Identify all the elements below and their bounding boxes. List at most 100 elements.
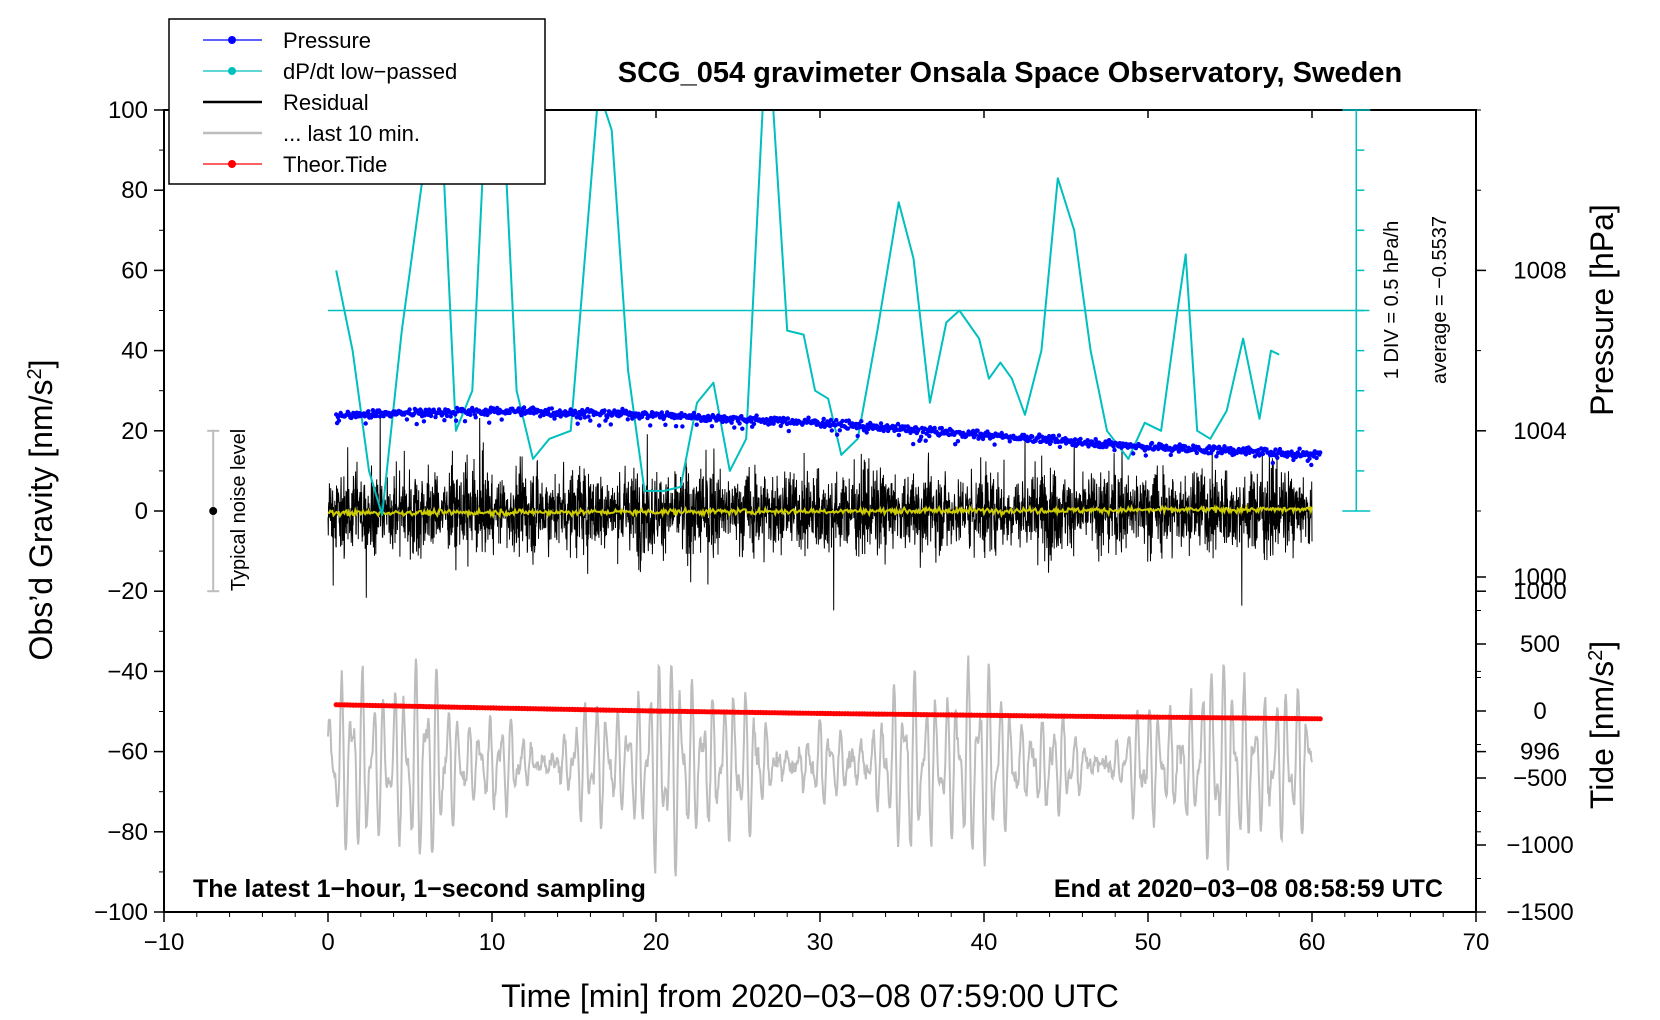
annotation-end-time: End at 2020−03−08 08:58:59 UTC: [1054, 875, 1443, 903]
pressure-point: [837, 428, 842, 433]
tide-point: [1317, 716, 1323, 722]
x-tick-label: 20: [643, 929, 670, 956]
pressure-point: [427, 407, 432, 412]
pressure-point: [1182, 444, 1188, 449]
pressure-point: [778, 423, 783, 429]
tide-tick-label: −1000: [1506, 832, 1573, 859]
pressure-point: [1275, 455, 1280, 460]
dpdt-line: [335, 110, 1280, 516]
pressure-point: [336, 418, 342, 423]
pressure-point: [1168, 452, 1174, 458]
pressure-point: [1309, 462, 1314, 468]
pressure-point: [1131, 451, 1136, 456]
pressure-point: [442, 418, 447, 423]
pressure-point: [821, 416, 826, 422]
pressure-tick-label: 1000: [1513, 578, 1566, 605]
pressure-point: [507, 410, 512, 416]
x-tick-label: 40: [971, 929, 998, 956]
x-tick-label: 60: [1299, 929, 1326, 956]
pressure-tick-label: 1004: [1513, 418, 1566, 445]
axes: −10 0 10 20 30 40 50 60 70−100−80−60−40−20020406…: [94, 97, 1574, 956]
pressure-point: [955, 439, 961, 444]
pressure-point: [1007, 439, 1012, 444]
pressure-point: [1307, 456, 1312, 461]
pressure-point: [1149, 440, 1155, 446]
pressure-point: [521, 405, 527, 410]
pressure-point: [363, 421, 368, 426]
x-axis-title: Time [min] from 2020−03−08 07:59:00 UTC: [501, 978, 1119, 1014]
pressure-point: [739, 414, 744, 419]
pressure-point: [1078, 436, 1083, 442]
y-left-tick-label: −100: [94, 899, 148, 926]
pressure-point: [751, 421, 757, 427]
pressure-point: [1214, 454, 1219, 459]
pressure-point: [462, 419, 468, 424]
tide-tick-label: −500: [1513, 765, 1567, 792]
pressure-point: [453, 418, 459, 423]
pressure-point: [468, 412, 473, 417]
pressure-point: [845, 426, 851, 431]
y-axis-title-tide: Tide [nm/s2]: [1584, 641, 1620, 809]
y-left-tick-label: 40: [121, 338, 148, 365]
pressure-point: [421, 419, 427, 424]
pressure-point: [828, 417, 834, 423]
pressure-point: [1072, 437, 1078, 442]
pressure-point: [829, 428, 834, 433]
pressure-point: [1297, 446, 1302, 451]
y-axis-title-pressure: Pressure [hPa]: [1584, 204, 1620, 416]
pressure-point: [939, 425, 944, 431]
y-axis-title-left: Obs’d Gravity [nm/s2]: [23, 360, 59, 661]
pressure-point: [473, 415, 478, 420]
pressure-tick-label: 996: [1520, 739, 1560, 766]
pressure-point: [374, 413, 379, 419]
legend-swatch-dot: [228, 160, 236, 168]
y-left-tick-label: −60: [107, 739, 148, 766]
pressure-point: [1273, 447, 1278, 452]
pressure-point: [1085, 438, 1090, 443]
plot-data-layer: [327, 110, 1370, 877]
y-left-tick-label: 20: [121, 418, 148, 445]
pressure-point: [453, 412, 458, 417]
pressure-point: [663, 422, 668, 427]
pressure-point: [448, 414, 453, 419]
pressure-point: [1289, 449, 1294, 454]
pressure-point: [786, 428, 791, 434]
pressure-point: [973, 432, 978, 437]
pressure-point: [586, 414, 591, 419]
x-tick-label: 70: [1463, 929, 1490, 956]
x-tick-label: 30: [807, 929, 834, 956]
tide-tick-label: 500: [1520, 631, 1560, 658]
noise-level-label: Typical noise level: [228, 429, 250, 591]
pressure-point: [840, 418, 845, 424]
pressure-point: [414, 421, 419, 427]
pressure-point: [648, 423, 653, 428]
pressure-point: [911, 441, 916, 447]
pressure-point: [1048, 439, 1054, 444]
pressure-point: [519, 413, 524, 418]
pressure-point: [691, 410, 697, 416]
pressure-point: [578, 416, 583, 421]
pressure-point: [1222, 444, 1227, 449]
y-left-tick-label: −80: [107, 819, 148, 846]
pressure-point: [588, 418, 593, 423]
pressure-point: [541, 412, 546, 418]
residual-smoothed-line: [327, 503, 1313, 520]
legend-label: dP/dt low−passed: [283, 59, 457, 84]
y-left-tick-label: −40: [107, 658, 148, 685]
pressure-point: [1030, 434, 1035, 439]
pressure-point: [975, 428, 980, 433]
legend: Pressure dP/dt low−passed Residual ... last…: [168, 18, 546, 185]
pressure-point: [896, 432, 902, 438]
pressure-point: [1314, 455, 1319, 461]
legend-label: Theor.Tide: [283, 152, 387, 177]
pressure-point: [694, 422, 699, 427]
pressure-point: [878, 421, 884, 426]
pressure-point: [582, 415, 588, 420]
pressure-point: [673, 424, 679, 429]
pressure-point: [608, 422, 613, 427]
pressure-point: [923, 438, 928, 443]
pressure-point: [1194, 450, 1200, 456]
pressure-point: [919, 434, 924, 439]
pressure-point: [1056, 433, 1062, 438]
x-tick-label: −10: [144, 929, 185, 956]
